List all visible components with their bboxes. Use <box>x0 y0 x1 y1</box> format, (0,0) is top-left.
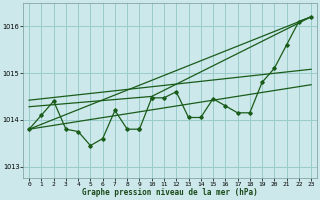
X-axis label: Graphe pression niveau de la mer (hPa): Graphe pression niveau de la mer (hPa) <box>82 188 258 197</box>
